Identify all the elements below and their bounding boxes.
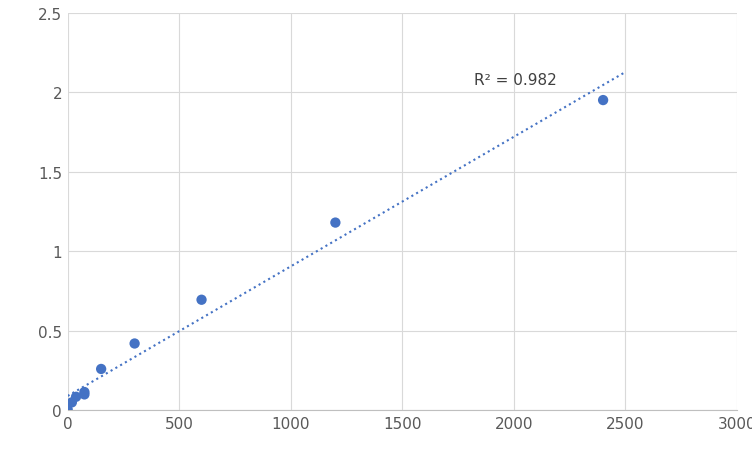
Point — [329, 220, 341, 227]
Point — [78, 391, 90, 398]
Point — [66, 399, 78, 406]
Point — [129, 340, 141, 347]
Point — [78, 389, 90, 396]
Text: R² = 0.982: R² = 0.982 — [474, 73, 556, 87]
Point — [196, 296, 208, 304]
Point — [95, 365, 108, 373]
Point — [70, 393, 82, 400]
Point — [597, 97, 609, 105]
Point — [62, 406, 74, 413]
